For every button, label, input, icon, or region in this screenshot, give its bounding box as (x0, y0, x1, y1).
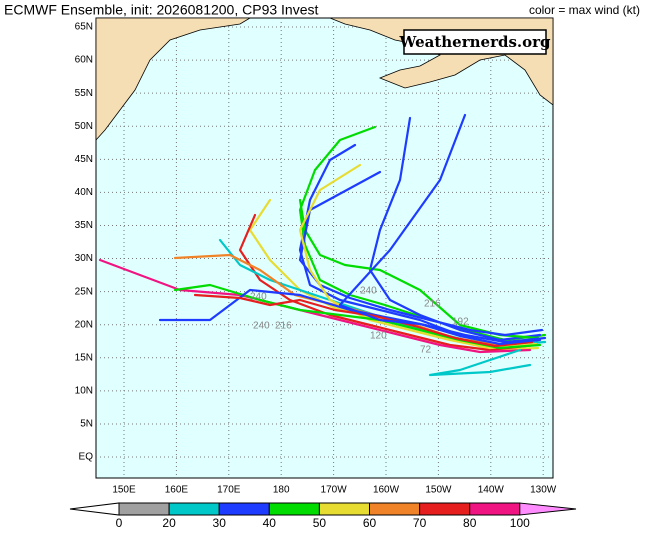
colorbar-segment (318, 502, 370, 516)
colorbar-label: 40 (263, 516, 277, 530)
track (298, 170, 544, 337)
colorbar-label: 70 (413, 516, 427, 530)
lat-label: 50N (75, 121, 93, 132)
colorbar-label: 30 (213, 516, 227, 530)
lon-label: 170E (217, 485, 241, 496)
track (98, 258, 532, 354)
lat-label: EQ (79, 452, 94, 463)
hour-label: 240 (253, 321, 270, 332)
lon-label: 130W (530, 485, 557, 496)
lon-label: 180 (273, 485, 290, 496)
lat-label: 35N (75, 220, 93, 231)
hour-label: 240 (250, 292, 267, 303)
hour-label: 192 (452, 317, 469, 328)
lat-label: 15N (75, 352, 93, 363)
lon-label: 150W (425, 485, 452, 496)
lat-label: 60N (75, 55, 93, 66)
colorbar-label: 60 (363, 516, 377, 530)
colorbar-label: 0 (116, 516, 123, 530)
lon-label: 160E (165, 485, 189, 496)
lat-label: 10N (75, 386, 93, 397)
legend-note: color = max wind (kt) (529, 3, 640, 17)
track (298, 125, 547, 342)
lon-label: 140W (478, 485, 505, 496)
colorbar-segment (168, 502, 220, 516)
colorbar-label: 20 (162, 516, 176, 530)
hour-label: 72 (420, 345, 432, 356)
lat-label: 5N (80, 419, 93, 430)
watermark-box (403, 29, 547, 55)
track (368, 116, 542, 342)
watermark: Weathernerds.org (398, 33, 551, 51)
lat-label: 30N (75, 253, 93, 264)
colorbar-label: 50 (313, 516, 327, 530)
map-frame (95, 17, 554, 479)
hour-label: 216 (424, 299, 441, 310)
lat-label: 65N (75, 22, 93, 33)
colorbar-segment (118, 502, 170, 516)
colorbar-segment (419, 502, 471, 516)
hour-label: 216 (275, 321, 292, 332)
colorbar-label: 100 (510, 516, 530, 530)
colorbar-segment (218, 502, 270, 516)
tracks (98, 113, 547, 377)
colorbar-segment (469, 502, 521, 516)
lon-label: 170W (321, 485, 348, 496)
hour-label: 240 (360, 286, 377, 297)
track (193, 293, 534, 348)
lat-label: 40N (75, 187, 93, 198)
track (428, 348, 532, 377)
track (338, 113, 540, 346)
lat-label: 20N (75, 319, 93, 330)
hour-label: 120 (370, 331, 387, 342)
lat-label: 25N (75, 286, 93, 297)
lon-label: 160W (373, 485, 400, 496)
land-asia (95, 17, 252, 142)
colorbar-segment (369, 502, 421, 516)
lat-label: 45N (75, 154, 93, 165)
title: ECMWF Ensemble, init: 2026081200, CP93 I… (4, 2, 318, 18)
track (158, 288, 547, 344)
colorbar-label: 80 (463, 516, 477, 530)
colorbar-above (519, 502, 577, 516)
colorbar-below (69, 502, 120, 516)
colorbar-segment (268, 502, 320, 516)
lon-label: 150E (112, 485, 136, 496)
lat-label: 55N (75, 88, 93, 99)
